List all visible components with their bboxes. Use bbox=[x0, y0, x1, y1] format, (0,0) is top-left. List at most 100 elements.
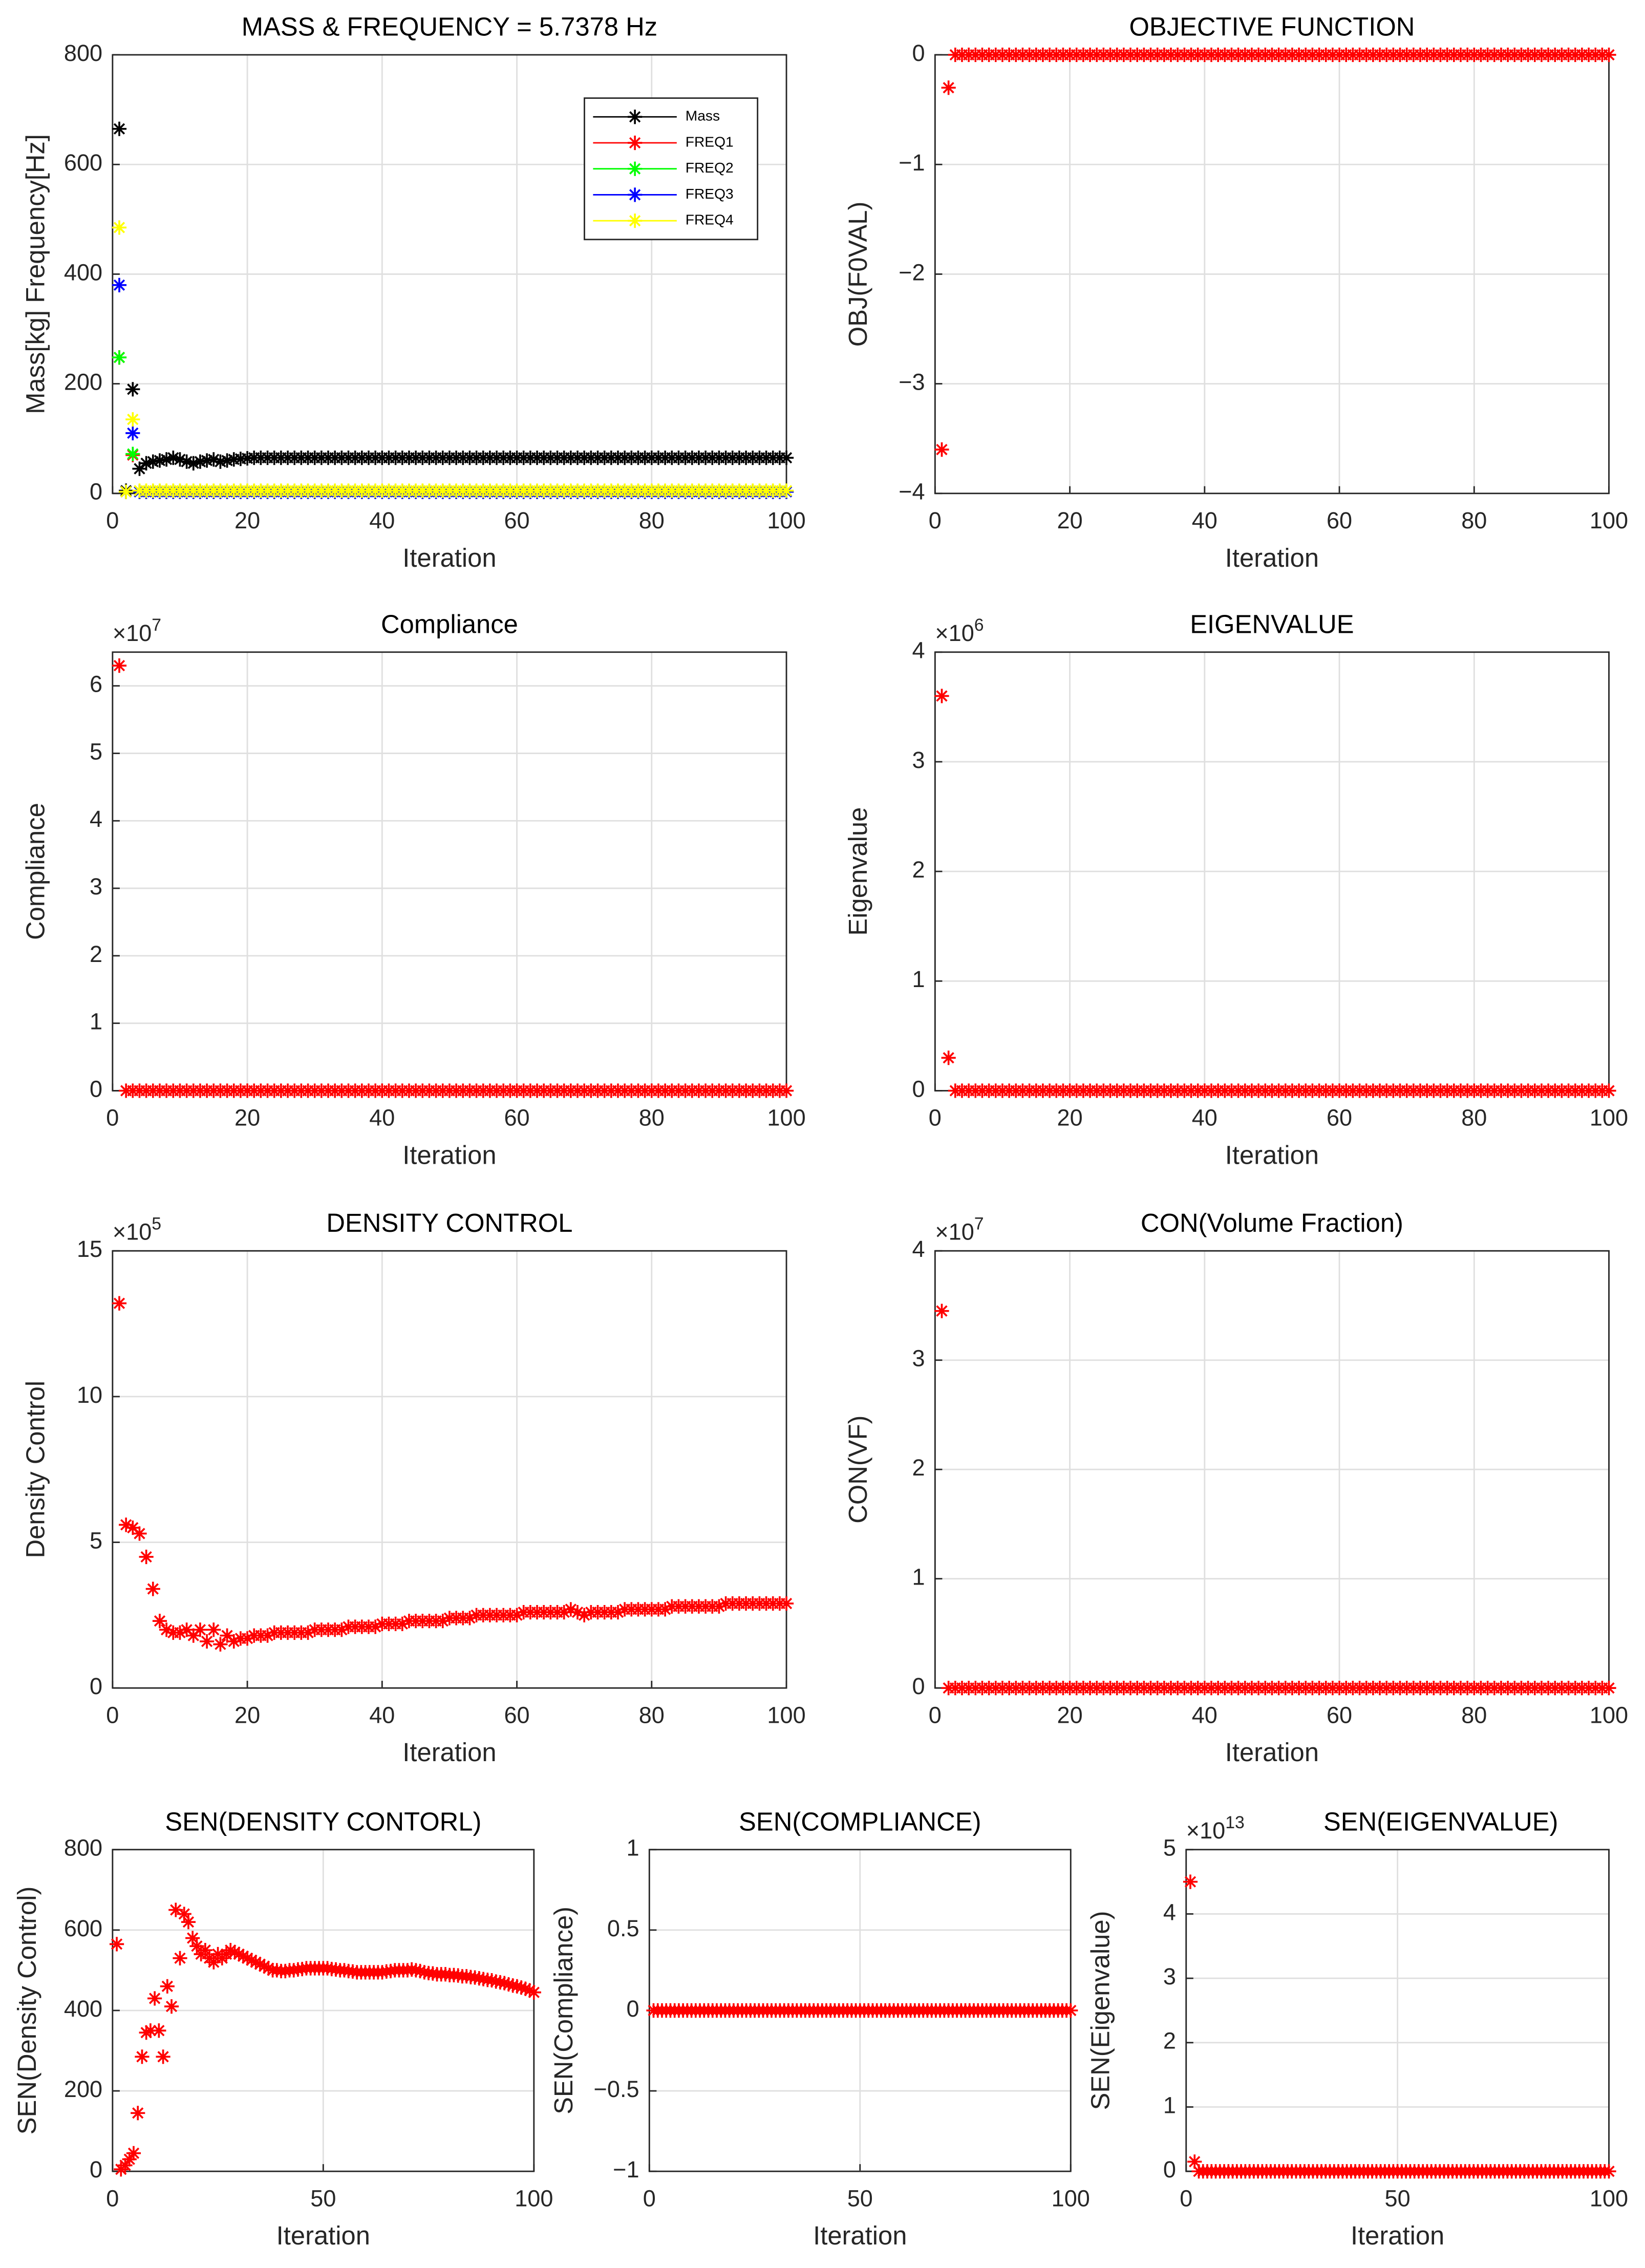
marker bbox=[779, 1596, 794, 1611]
marker bbox=[220, 1628, 234, 1643]
y-tick-label: 2 bbox=[912, 1454, 925, 1481]
y-axis-label: Compliance bbox=[21, 803, 50, 940]
marker bbox=[223, 1943, 238, 1958]
legend-marker bbox=[628, 110, 643, 124]
chart-title: Compliance bbox=[381, 609, 518, 638]
marker bbox=[248, 1955, 263, 1970]
y-tick-label: −1 bbox=[899, 149, 925, 176]
marker bbox=[125, 382, 140, 397]
y-multiplier: ×107 bbox=[935, 1214, 984, 1245]
marker bbox=[484, 1973, 499, 1988]
y-tick-label: 5 bbox=[90, 738, 102, 764]
multiplier-base: ×10 bbox=[113, 620, 152, 646]
y-tick-label: 0 bbox=[626, 1996, 639, 2022]
x-tick-label: 100 bbox=[1590, 1702, 1628, 1728]
y-tick-label: 3 bbox=[912, 747, 925, 773]
y-tick-label: 2 bbox=[90, 941, 102, 967]
x-tick-label: 100 bbox=[767, 507, 805, 533]
marker bbox=[240, 1631, 255, 1646]
y-tick-label: 200 bbox=[64, 369, 102, 395]
marker bbox=[177, 1907, 191, 1921]
y-tick-label: 0 bbox=[912, 40, 925, 66]
marker bbox=[173, 1951, 187, 1965]
marker bbox=[941, 1051, 956, 1065]
multiplier-power: 5 bbox=[152, 1214, 161, 1233]
y-axis-label: SEN(Density Control) bbox=[12, 1887, 41, 2135]
y-axis-label: CON(VF) bbox=[843, 1416, 872, 1524]
marker bbox=[198, 1943, 212, 1958]
chart-title: MASS & FREQUENCY = 5.7378 Hz bbox=[242, 12, 657, 41]
y-multiplier: ×105 bbox=[113, 1214, 161, 1245]
marker bbox=[139, 2025, 154, 2040]
x-tick-label: 40 bbox=[1192, 1105, 1217, 1131]
marker bbox=[1183, 1874, 1198, 1889]
y-tick-label: −2 bbox=[899, 259, 925, 285]
multiplier-base: ×10 bbox=[1186, 1817, 1225, 1844]
x-tick-label: 80 bbox=[1461, 1702, 1487, 1728]
y-tick-label: 6 bbox=[90, 671, 102, 697]
marker bbox=[200, 1634, 215, 1649]
chart-title: OBJECTIVE FUNCTION bbox=[1129, 12, 1415, 41]
marker bbox=[125, 412, 140, 427]
x-tick-label: 60 bbox=[504, 507, 529, 533]
chart-title: EIGENVALUE bbox=[1190, 609, 1354, 638]
x-tick-label: 20 bbox=[1057, 507, 1083, 533]
marker bbox=[125, 425, 140, 441]
y-multiplier: ×106 bbox=[935, 615, 984, 646]
y-tick-label: 800 bbox=[64, 40, 102, 66]
legend-label: FREQ1 bbox=[686, 133, 734, 149]
marker bbox=[152, 453, 167, 468]
y-tick-label: 3 bbox=[90, 873, 102, 900]
marker bbox=[260, 1628, 275, 1643]
y-tick-label: 5 bbox=[1163, 1835, 1176, 1861]
marker bbox=[462, 1611, 477, 1625]
marker bbox=[160, 1979, 175, 1994]
x-tick-label: 0 bbox=[106, 2185, 119, 2211]
marker bbox=[152, 2023, 166, 2038]
marker bbox=[509, 1608, 524, 1622]
x-tick-label: 80 bbox=[639, 1105, 665, 1131]
x-tick-label: 100 bbox=[767, 1702, 805, 1728]
y-tick-label: 0 bbox=[90, 1673, 102, 1699]
y-tick-label: 3 bbox=[1163, 1963, 1176, 1989]
marker bbox=[186, 1628, 201, 1643]
x-tick-label: 50 bbox=[310, 2185, 336, 2211]
x-tick-label: 0 bbox=[1180, 2185, 1192, 2211]
chart-title: CON(Volume Fraction) bbox=[1141, 1208, 1403, 1237]
marker bbox=[1601, 47, 1616, 62]
marker bbox=[658, 1602, 673, 1617]
marker bbox=[526, 1985, 541, 2000]
marker bbox=[118, 2158, 133, 2173]
marker bbox=[122, 2152, 137, 2167]
x-tick-label: 0 bbox=[929, 1702, 942, 1728]
y-tick-label: 0 bbox=[90, 1076, 102, 1102]
marker bbox=[132, 1526, 147, 1541]
marker bbox=[522, 1983, 537, 1998]
x-tick-label: 0 bbox=[106, 507, 119, 533]
x-axis-label: Iteration bbox=[402, 543, 496, 572]
y-tick-label: −1 bbox=[613, 2156, 639, 2183]
marker bbox=[213, 454, 228, 469]
multiplier-power: 13 bbox=[1225, 1813, 1245, 1832]
x-tick-label: 40 bbox=[369, 1105, 395, 1131]
marker bbox=[168, 1902, 183, 1917]
y-tick-label: 2 bbox=[912, 857, 925, 883]
marker bbox=[244, 1953, 259, 1967]
x-tick-label: 100 bbox=[767, 1105, 805, 1131]
y-tick-label: −0.5 bbox=[594, 2076, 639, 2102]
y-axis-label: Mass[kg] Frequency[Hz] bbox=[21, 134, 50, 414]
marker bbox=[145, 454, 160, 469]
x-axis-label: Iteration bbox=[1351, 2221, 1444, 2250]
marker bbox=[257, 1959, 272, 1974]
y-tick-label: 0 bbox=[912, 1076, 925, 1102]
chart-title: SEN(COMPLIANCE) bbox=[739, 1807, 981, 1836]
y-tick-label: 4 bbox=[90, 806, 102, 832]
y-tick-label: 10 bbox=[77, 1382, 102, 1408]
marker bbox=[173, 1625, 187, 1640]
marker bbox=[119, 484, 134, 499]
y-tick-label: 400 bbox=[64, 259, 102, 285]
legend-marker bbox=[628, 187, 643, 202]
marker bbox=[934, 689, 949, 703]
marker bbox=[301, 1625, 315, 1640]
